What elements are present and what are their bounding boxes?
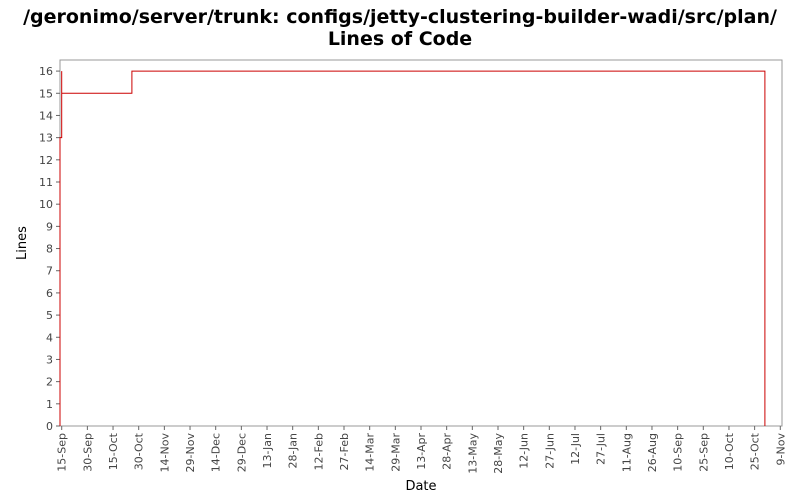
y-tick-label: 6 (46, 287, 53, 300)
x-tick-label: 28-Jan (287, 433, 300, 469)
x-axis: 15-Sep 30-Sep 15-Oct 30-Oct 14-Nov 29-Nov 14-D… (56, 426, 787, 474)
x-tick-label: 29-Mar (389, 433, 402, 472)
y-tick-label: 7 (46, 265, 53, 278)
chart-title-line1: /geronimo/server/trunk: configs/jetty-cl… (23, 6, 777, 28)
y-tick-label: 1 (46, 398, 53, 411)
x-tick-label: 27-Feb (338, 433, 351, 470)
x-tick-label: 25-Sep (697, 433, 710, 472)
y-tick-label: 5 (46, 309, 53, 322)
x-tick-label: 12-Jun (518, 433, 531, 469)
y-tick-label: 16 (39, 65, 53, 78)
x-tick-label: 9-Nov (774, 433, 787, 466)
x-tick-label: 27-Jun (543, 433, 556, 469)
x-tick-label: 30-Oct (133, 432, 146, 470)
x-tick-label: 29-Dec (235, 433, 248, 472)
y-axis-label: Lines (15, 226, 30, 260)
y-tick-label: 14 (39, 109, 53, 122)
y-tick-label: 4 (46, 331, 53, 344)
x-tick-label: 14-Dec (210, 433, 223, 472)
y-tick-label: 13 (39, 132, 53, 145)
x-tick-label: 14-Mar (364, 433, 377, 472)
x-tick-label: 13-Jan (261, 433, 274, 469)
x-tick-label: 15-Oct (107, 432, 120, 470)
x-tick-label: 28-May (492, 433, 505, 474)
y-tick-label: 10 (39, 198, 53, 211)
x-tick-label: 25-Oct (749, 432, 762, 470)
y-tick-label: 15 (39, 87, 53, 100)
y-tick-label: 0 (46, 420, 53, 433)
x-tick-label: 27-Jul (595, 433, 608, 465)
chart-title-line2: Lines of Code (327, 28, 473, 50)
x-tick-label: 13-May (466, 433, 479, 474)
x-tick-label: 10-Sep (672, 433, 685, 472)
plot-area (59, 59, 783, 427)
y-tick-label: 3 (46, 353, 53, 366)
x-tick-label: 12-Jul (569, 433, 582, 465)
x-tick-label: 12-Feb (312, 433, 325, 470)
y-tick-label: 11 (39, 176, 53, 189)
y-tick-label: 9 (46, 220, 53, 233)
x-tick-label: 26-Aug (646, 433, 659, 472)
x-tick-label: 10-Oct (723, 432, 736, 470)
y-tick-label: 12 (39, 154, 53, 167)
x-tick-label: 14-Nov (158, 433, 171, 473)
x-tick-label: 30-Sep (81, 433, 94, 472)
series-line (59, 70, 766, 426)
y-tick-label: 2 (46, 376, 53, 389)
x-tick-label: 11-Aug (620, 433, 633, 472)
x-tick-label: 29-Nov (184, 433, 197, 473)
x-tick-label: 15-Sep (56, 433, 69, 472)
x-tick-label: 28-Apr (441, 433, 454, 470)
x-axis-label: Date (405, 479, 436, 494)
y-tick-label: 8 (46, 243, 53, 256)
x-tick-label: 13-Apr (415, 433, 428, 470)
